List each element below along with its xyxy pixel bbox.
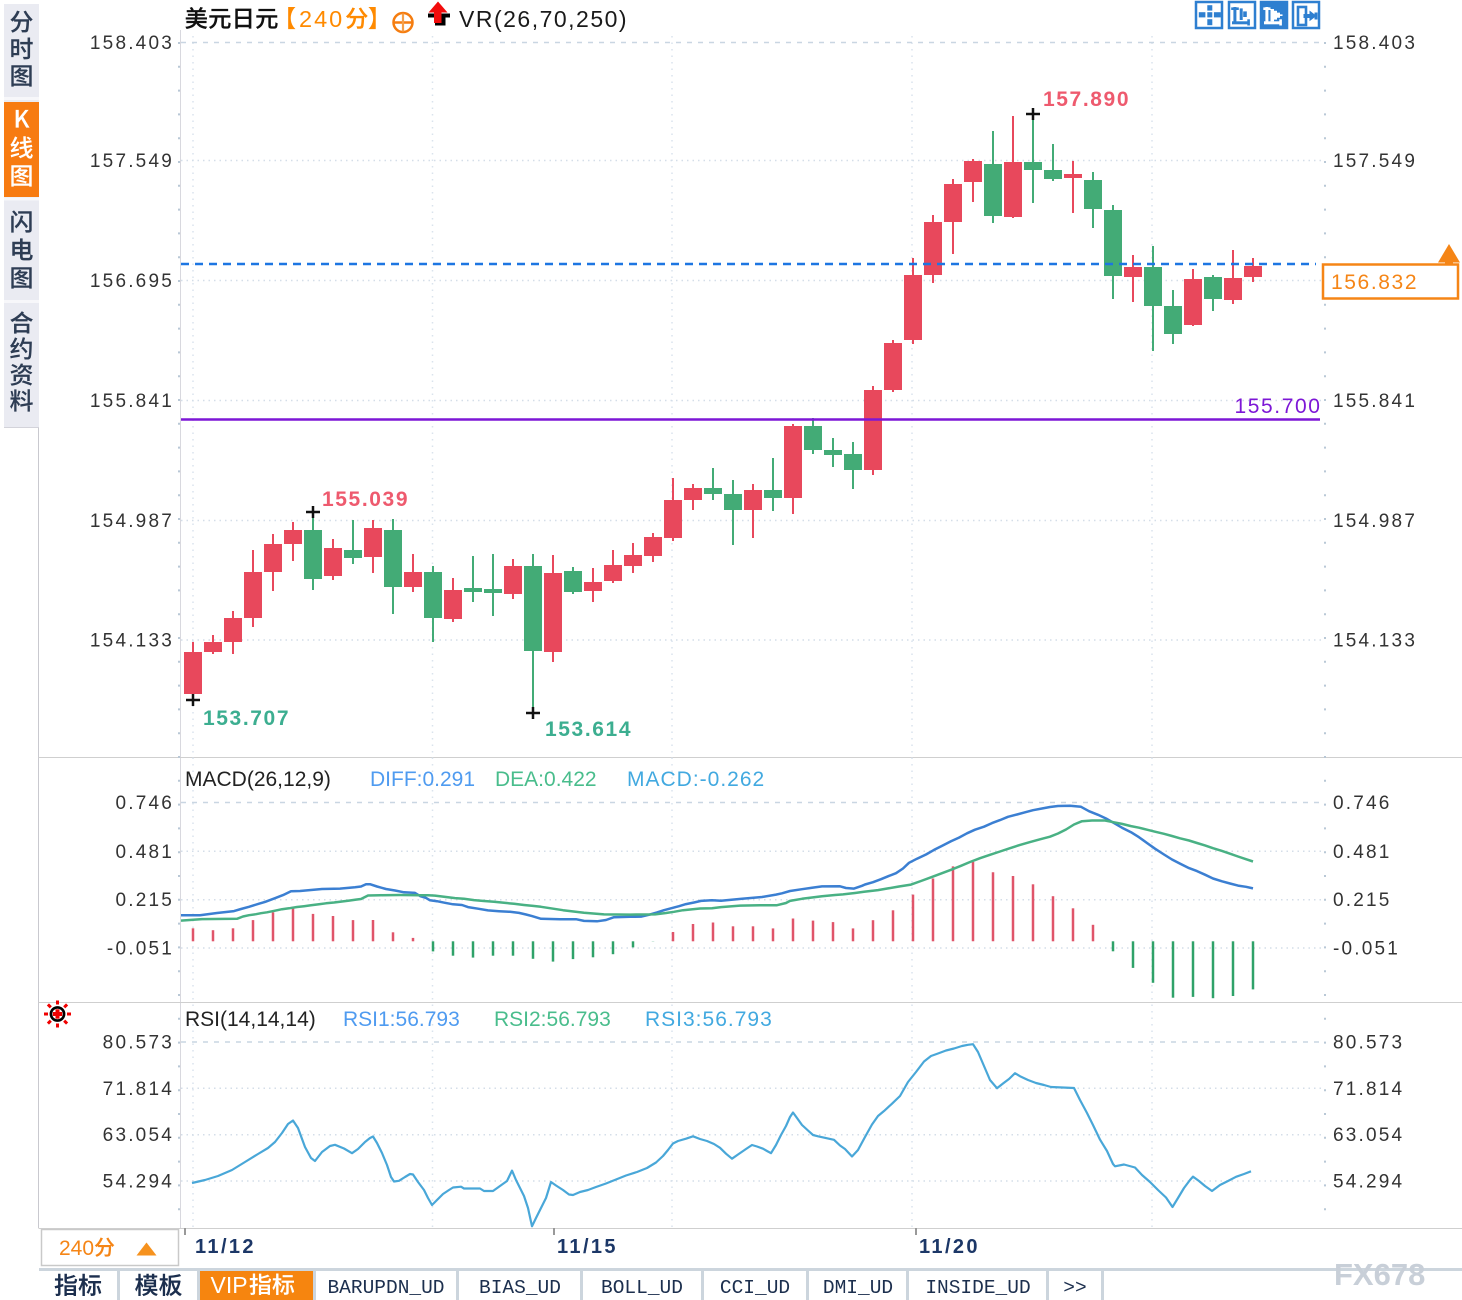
svg-text:54.294: 54.294	[1333, 1172, 1404, 1193]
svg-text:63.054: 63.054	[103, 1125, 174, 1146]
svg-text:154.133: 154.133	[1333, 631, 1417, 652]
svg-text:-0.051: -0.051	[107, 939, 174, 960]
svg-text:153.707: 153.707	[203, 707, 290, 730]
svg-text:155.700: 155.700	[1234, 395, 1321, 418]
svg-text:RSI3:56.793: RSI3:56.793	[645, 1008, 773, 1031]
svg-text:155.039: 155.039	[322, 488, 409, 511]
svg-text:VR(26,70,250): VR(26,70,250)	[459, 6, 628, 32]
svg-text:157.549: 157.549	[90, 151, 174, 172]
svg-text:157.890: 157.890	[1043, 88, 1130, 111]
svg-text:80.573: 80.573	[1333, 1033, 1404, 1054]
svg-text:CCI_UD: CCI_UD	[720, 1277, 790, 1299]
svg-text:158.403: 158.403	[1333, 33, 1417, 54]
svg-text:BIAS_UD: BIAS_UD	[479, 1277, 561, 1299]
svg-text:MACD(26,12,9): MACD(26,12,9)	[185, 768, 331, 791]
svg-text:11/15: 11/15	[557, 1236, 618, 1258]
svg-text:158.403: 158.403	[90, 33, 174, 54]
svg-text:153.614: 153.614	[545, 718, 632, 741]
svg-text:BOLL_UD: BOLL_UD	[601, 1277, 683, 1299]
svg-text:71.814: 71.814	[1333, 1079, 1404, 1100]
svg-text:BARUPDN_UD: BARUPDN_UD	[327, 1277, 444, 1299]
svg-text:11/12: 11/12	[195, 1236, 256, 1258]
svg-text:VIP: VIP	[211, 1272, 248, 1298]
svg-text:54.294: 54.294	[103, 1172, 174, 1193]
svg-text:RSI(14,14,14): RSI(14,14,14)	[185, 1008, 316, 1031]
svg-text:240: 240	[59, 1237, 94, 1260]
svg-text:MACD:-0.262: MACD:-0.262	[627, 768, 765, 791]
svg-text:63.054: 63.054	[1333, 1125, 1404, 1146]
svg-text:154.987: 154.987	[1333, 511, 1417, 532]
svg-text:0.481: 0.481	[1333, 842, 1392, 863]
svg-text:FX678: FX678	[1334, 1257, 1425, 1292]
svg-text:155.841: 155.841	[1333, 391, 1417, 412]
svg-text:RSI2:56.793: RSI2:56.793	[494, 1008, 611, 1031]
svg-text:0.746: 0.746	[115, 793, 174, 814]
svg-text:240: 240	[299, 6, 344, 32]
svg-text:154.987: 154.987	[90, 511, 174, 532]
svg-text:11/20: 11/20	[919, 1236, 980, 1258]
svg-text:0.215: 0.215	[1333, 890, 1392, 911]
svg-text:DIFF:0.291: DIFF:0.291	[370, 768, 475, 791]
svg-text:-0.051: -0.051	[1333, 939, 1400, 960]
svg-text:156.695: 156.695	[90, 271, 174, 292]
svg-text:0.746: 0.746	[1333, 793, 1392, 814]
svg-text:INSIDE_UD: INSIDE_UD	[925, 1277, 1030, 1299]
svg-text:156.832: 156.832	[1331, 271, 1418, 294]
svg-text:DMI_UD: DMI_UD	[823, 1277, 893, 1299]
svg-text:DEA:0.422: DEA:0.422	[495, 768, 597, 791]
svg-text:154.133: 154.133	[90, 631, 174, 652]
svg-text:80.573: 80.573	[103, 1033, 174, 1054]
svg-text:>>: >>	[1063, 1277, 1086, 1299]
svg-text:155.841: 155.841	[90, 391, 174, 412]
svg-text:RSI1:56.793: RSI1:56.793	[343, 1008, 460, 1031]
svg-text:0.215: 0.215	[115, 890, 174, 911]
svg-text:0.481: 0.481	[115, 842, 174, 863]
svg-text:71.814: 71.814	[103, 1079, 174, 1100]
svg-text:157.549: 157.549	[1333, 151, 1417, 172]
